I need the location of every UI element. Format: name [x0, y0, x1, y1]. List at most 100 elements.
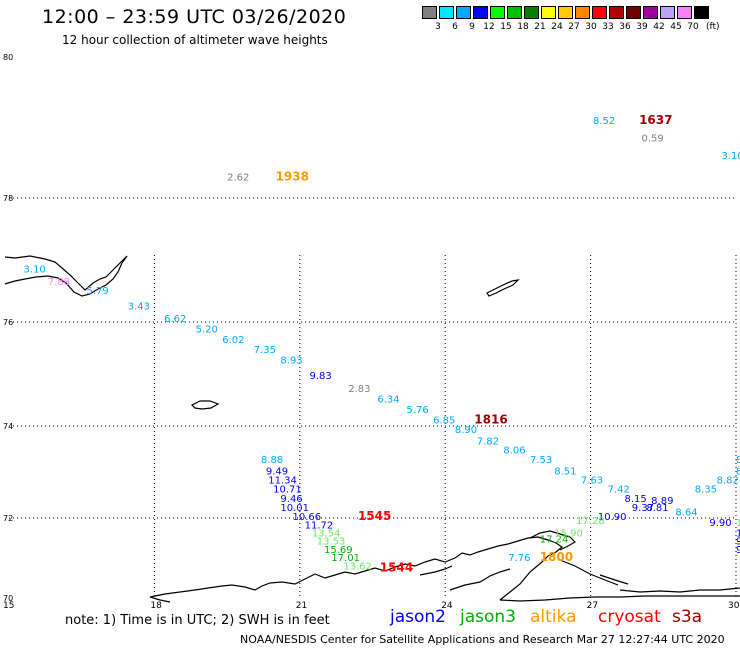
colorbar-swatch — [626, 6, 641, 19]
wave-height-value: 13.53 — [317, 537, 346, 548]
longitude-label: 18 — [150, 601, 162, 611]
wave-height-value: 16.30 — [736, 518, 740, 529]
wave-height-value: 6.85 — [433, 415, 455, 426]
colorbar-label: 15 — [500, 22, 512, 32]
latitude-label: 74 — [3, 422, 13, 431]
wave-height-value: 10.01 — [280, 503, 309, 514]
wave-height-value: 13.62 — [343, 561, 372, 572]
wave-height-value: 11.17 — [736, 528, 740, 539]
wave-height-value: 17.01 — [331, 553, 360, 564]
wave-height-value: 7.82 — [477, 436, 499, 447]
longitude-label: 15 — [3, 601, 14, 611]
latitude-label: 80 — [3, 53, 13, 62]
wave-height-value: 8.81 — [646, 503, 668, 514]
wave-height-value: 0.59 — [641, 134, 663, 145]
colorbar-swatch — [592, 6, 607, 19]
latitude-label: 72 — [3, 514, 13, 523]
wave-height-value: 13.54 — [312, 528, 341, 539]
latitude-label: 70 — [3, 594, 13, 603]
longitude-label: 27 — [587, 601, 598, 611]
colorbar-swatch — [558, 6, 573, 19]
wave-height-value: 8.35 — [695, 485, 717, 496]
colorbar-swatch — [660, 6, 675, 19]
wave-height-value: 3.10 — [24, 264, 46, 275]
coastline-layer — [4, 255, 740, 603]
colorbar-label: 27 — [568, 22, 580, 32]
wave-height-value: 6.02 — [222, 335, 244, 346]
graticule-layer — [9, 197, 737, 598]
colorbar-unit-label: (ft) — [706, 22, 720, 32]
wave-height-value: 11.34 — [268, 476, 297, 487]
wave-height-value: 9.91 — [736, 537, 740, 548]
pass-time-label: 1816 — [474, 412, 507, 426]
wave-height-value: 7.35 — [254, 345, 276, 356]
wave-height-value: 3.10 — [721, 151, 740, 162]
wave-height-value: 9.37 — [632, 503, 654, 514]
wave-height-value: 8.82 — [717, 476, 739, 487]
wave-height-value: 7.53 — [530, 455, 552, 466]
wave-height-value: 7.88 — [48, 277, 70, 288]
wave-height-value: 7.42 — [608, 485, 630, 496]
colorbar-swatch — [524, 6, 539, 19]
wave-height-value: 5.79 — [87, 286, 109, 297]
map-subtitle: 12 hour collection of altimeter wave hei… — [62, 33, 328, 47]
colorbar-label: 33 — [602, 22, 614, 32]
wave-height-value: 6.62 — [164, 314, 186, 325]
pass-time-label: 1637 — [639, 113, 672, 127]
legend-cryosat: cryosat — [598, 607, 661, 627]
wave-height-value: 8.51 — [554, 466, 576, 477]
pass-time-label: 1938 — [276, 169, 309, 183]
colorbar-label: 3 — [435, 22, 441, 32]
norway-coastline — [149, 536, 564, 601]
colorbar-swatch — [694, 6, 709, 19]
wave-height-value: 10.71 — [273, 485, 302, 496]
wave-height-value: 2.83 — [348, 384, 370, 395]
wave-height-value: 9.46 — [280, 494, 302, 505]
wave-height-value: 5.76 — [406, 405, 428, 416]
wave-height-value: 2.62 — [227, 172, 249, 183]
colorbar-swatch — [422, 6, 437, 19]
wave-height-value: 9.90 — [709, 518, 731, 529]
wave-height-value: 11.72 — [305, 520, 334, 531]
latitude-label: 76 — [3, 318, 13, 327]
wave-height-value: 17.28 — [576, 516, 605, 527]
colorbar-label: 45 — [670, 22, 682, 32]
wave-height-value: 8.15 — [625, 494, 647, 505]
legend-altika: altika — [530, 607, 577, 627]
wave-height-value: 3.43 — [128, 302, 150, 313]
map-title: 12:00 – 23:59 UTC 03/26/2020 — [42, 6, 347, 28]
wave-height-value: 10.66 — [293, 512, 322, 523]
colorbar-swatch — [541, 6, 556, 19]
longitude-label: 21 — [296, 601, 307, 611]
bear-island-coastline — [190, 400, 220, 410]
colorbar-swatch — [456, 6, 471, 19]
wave-height-value: 8.90 — [455, 425, 477, 436]
colorbar-swatch — [575, 6, 590, 19]
wave-height-value: 8.51 — [736, 466, 740, 477]
wave-height-value: 15.69 — [324, 545, 353, 556]
colorbar-label: 39 — [636, 22, 648, 32]
colorbar-swatch — [677, 6, 692, 19]
colorbar-swatch — [473, 6, 488, 19]
colorbar-swatch — [643, 6, 658, 19]
pass-time-label: 1545 — [358, 509, 391, 523]
legend-s3a: s3a — [672, 607, 703, 627]
colorbar-swatch — [609, 6, 624, 19]
legend-jason3: jason3 — [460, 607, 516, 627]
wave-height-value: 8.89 — [651, 496, 673, 507]
wave-height-value: 9.81 — [736, 545, 740, 556]
wave-height-value: 8.93 — [280, 356, 302, 367]
legend-jason2: jason2 — [390, 607, 446, 627]
wave-height-value: 15.90 — [554, 528, 583, 539]
colorbar-label: 18 — [517, 22, 529, 32]
wave-height-value: 6.34 — [377, 395, 399, 406]
wave-height-value: 9.83 — [309, 371, 331, 382]
svalbard-coastline — [4, 255, 128, 297]
wave-height-value: 8.88 — [261, 455, 283, 466]
colorbar-label: 30 — [585, 22, 597, 32]
wave-height-value: 8.39 — [736, 455, 740, 466]
wave-height-value: 10.90 — [598, 512, 627, 523]
longitude-label: 30 — [728, 601, 740, 611]
